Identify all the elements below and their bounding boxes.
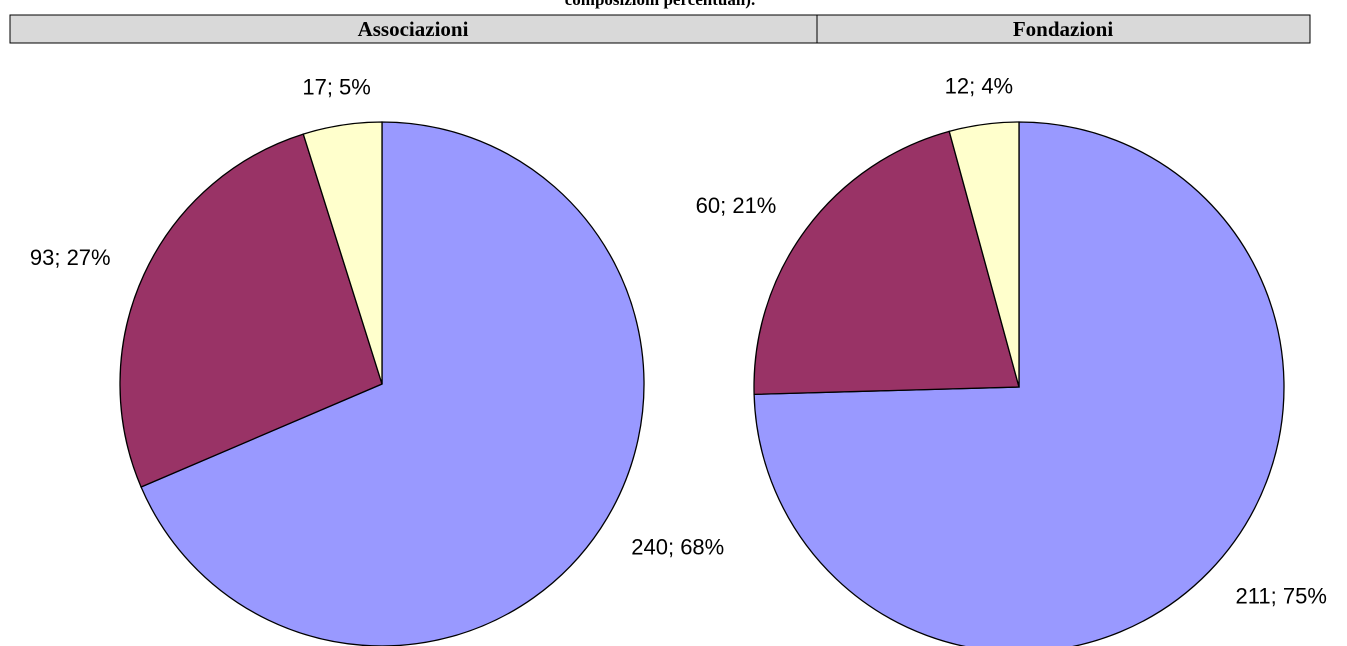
pie-slice	[119, 133, 383, 488]
data-label: 211; 75%	[1236, 583, 1327, 608]
caption: composizioni percentuali).	[565, 0, 755, 9]
data-label: 240; 68%	[631, 534, 724, 559]
header-cell: Associazioni	[358, 17, 469, 41]
header-cell: Fondazioni	[1013, 17, 1114, 41]
data-label: 12; 4%	[945, 73, 1014, 98]
pie-slice	[140, 121, 645, 646]
pie-slice	[753, 130, 1020, 396]
data-label: 60; 21%	[696, 193, 777, 218]
data-label: 17; 5%	[302, 75, 371, 100]
data-label: 93; 27%	[30, 245, 111, 270]
pie-slice	[948, 121, 1020, 388]
pie-slice	[302, 121, 383, 385]
header-row	[9, 14, 1311, 44]
